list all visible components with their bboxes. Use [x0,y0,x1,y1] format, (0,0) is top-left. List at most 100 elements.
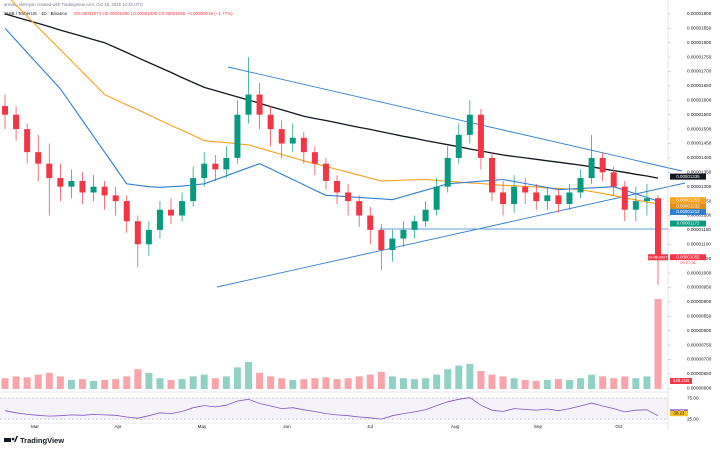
volume-bar [123,376,131,389]
volume-bar [189,376,197,389]
volume-bar [411,379,419,389]
volume-bar [399,378,407,389]
candle-body [533,192,540,202]
price-tag [670,209,706,216]
candle-body [378,229,385,251]
candle-body [345,192,352,202]
volume-bar [278,378,286,389]
brand-name: TradingView [20,436,64,445]
volume-bar [388,376,396,389]
volume-bar [145,372,153,389]
volume-bar [56,376,64,389]
x-tick-label: May [198,424,207,429]
y-tick-label: 0.00001150 [687,227,711,232]
y-tick-label: 0.00000800 [687,328,712,333]
volume-bar [101,380,109,389]
y-tick-label: 0.00000850 [687,314,712,319]
volume-bar [222,376,230,389]
candle-body [256,94,263,115]
candle-body [145,229,152,245]
candle-body [610,172,617,187]
candle-body [179,201,186,216]
candle-body [223,157,230,170]
countdown-tag [670,260,706,266]
candle-body [101,186,108,196]
candle-body [500,192,507,204]
candle-body [477,114,484,158]
y-tick-label: 0.00001350 [687,170,712,175]
volume-bar [654,299,662,389]
volume-bar [267,376,275,389]
price-tag [670,220,706,227]
ohlc-line: O0.00001074 H0.00001090 L0.00001036 C0.0… [74,11,233,16]
price-tag-label: 0.00001232 [676,203,700,208]
x-tick-label: Jul [367,424,373,429]
candle-body [522,186,529,193]
volume-bar [233,367,241,389]
x-tick-label: Jun [283,424,291,429]
candle-body [322,163,329,181]
volume-bar [211,378,219,389]
volume-bar [433,374,441,389]
volume-bar [178,379,186,389]
candle-body [555,195,562,204]
countdown-label: 09:27:36 [680,260,696,265]
symbol-tag-label: SHIBUSDT [648,255,668,259]
x-tick-label: Sep [534,424,543,429]
candle-body [655,198,661,258]
volume-bar [610,378,618,389]
rsi-tag-label: 38.23 [674,411,686,416]
candle-body [566,192,573,204]
candle-body [2,106,8,115]
volume-bar [532,380,540,389]
candle-body [422,209,429,222]
rsi-tag [670,410,688,417]
candle-body [35,152,42,164]
candle-body [577,178,584,193]
candle-body [267,114,274,130]
x-tick-label: Mar [31,424,39,429]
candle-body [90,186,97,193]
y-tick-label: 0.00001450 [687,141,712,146]
volume-bar [45,372,53,389]
volume-bar [543,380,551,389]
trendlines [216,66,686,288]
volume-bar [554,379,562,389]
x-tick-label: Aug [451,424,460,429]
moving-average [4,13,659,179]
candle-body [168,209,175,216]
volume-bar [78,379,86,389]
candle-body [599,157,606,173]
candle-body [289,137,296,144]
brand-logo [4,436,18,442]
y-tick-label: 0.00001400 [687,155,712,160]
logo-mark [4,438,11,442]
candle-body [112,195,119,202]
y-tick-label: 0.00001200 [687,213,712,218]
y-tick-label: 0.00000650 [687,371,712,376]
symbol-title: SHIB / TetherUS · 1D · Binance [4,11,67,16]
candle-body [46,163,53,179]
candle-body [400,229,407,239]
candle-body [13,114,20,130]
candle-body [156,209,163,230]
volume-bar [488,374,496,389]
candle-body [311,152,318,164]
volume-bar [366,374,374,389]
candle-body [356,201,363,216]
candle-body [201,163,208,179]
rsi-tick-label: 25.00 [687,416,699,421]
volume-bar [565,380,573,389]
y-tick-label: 0.00001900 [687,11,712,16]
candle-body [389,238,396,251]
volume-bar [444,369,452,389]
candle-body [466,114,473,135]
volume-bar [12,376,20,389]
candle-body [433,186,440,210]
candle-body [245,94,252,115]
volume-bar [422,378,430,389]
volume-bar [67,380,75,389]
volume-bar [1,378,9,389]
y-tick-label: 0.00001550 [687,112,712,117]
